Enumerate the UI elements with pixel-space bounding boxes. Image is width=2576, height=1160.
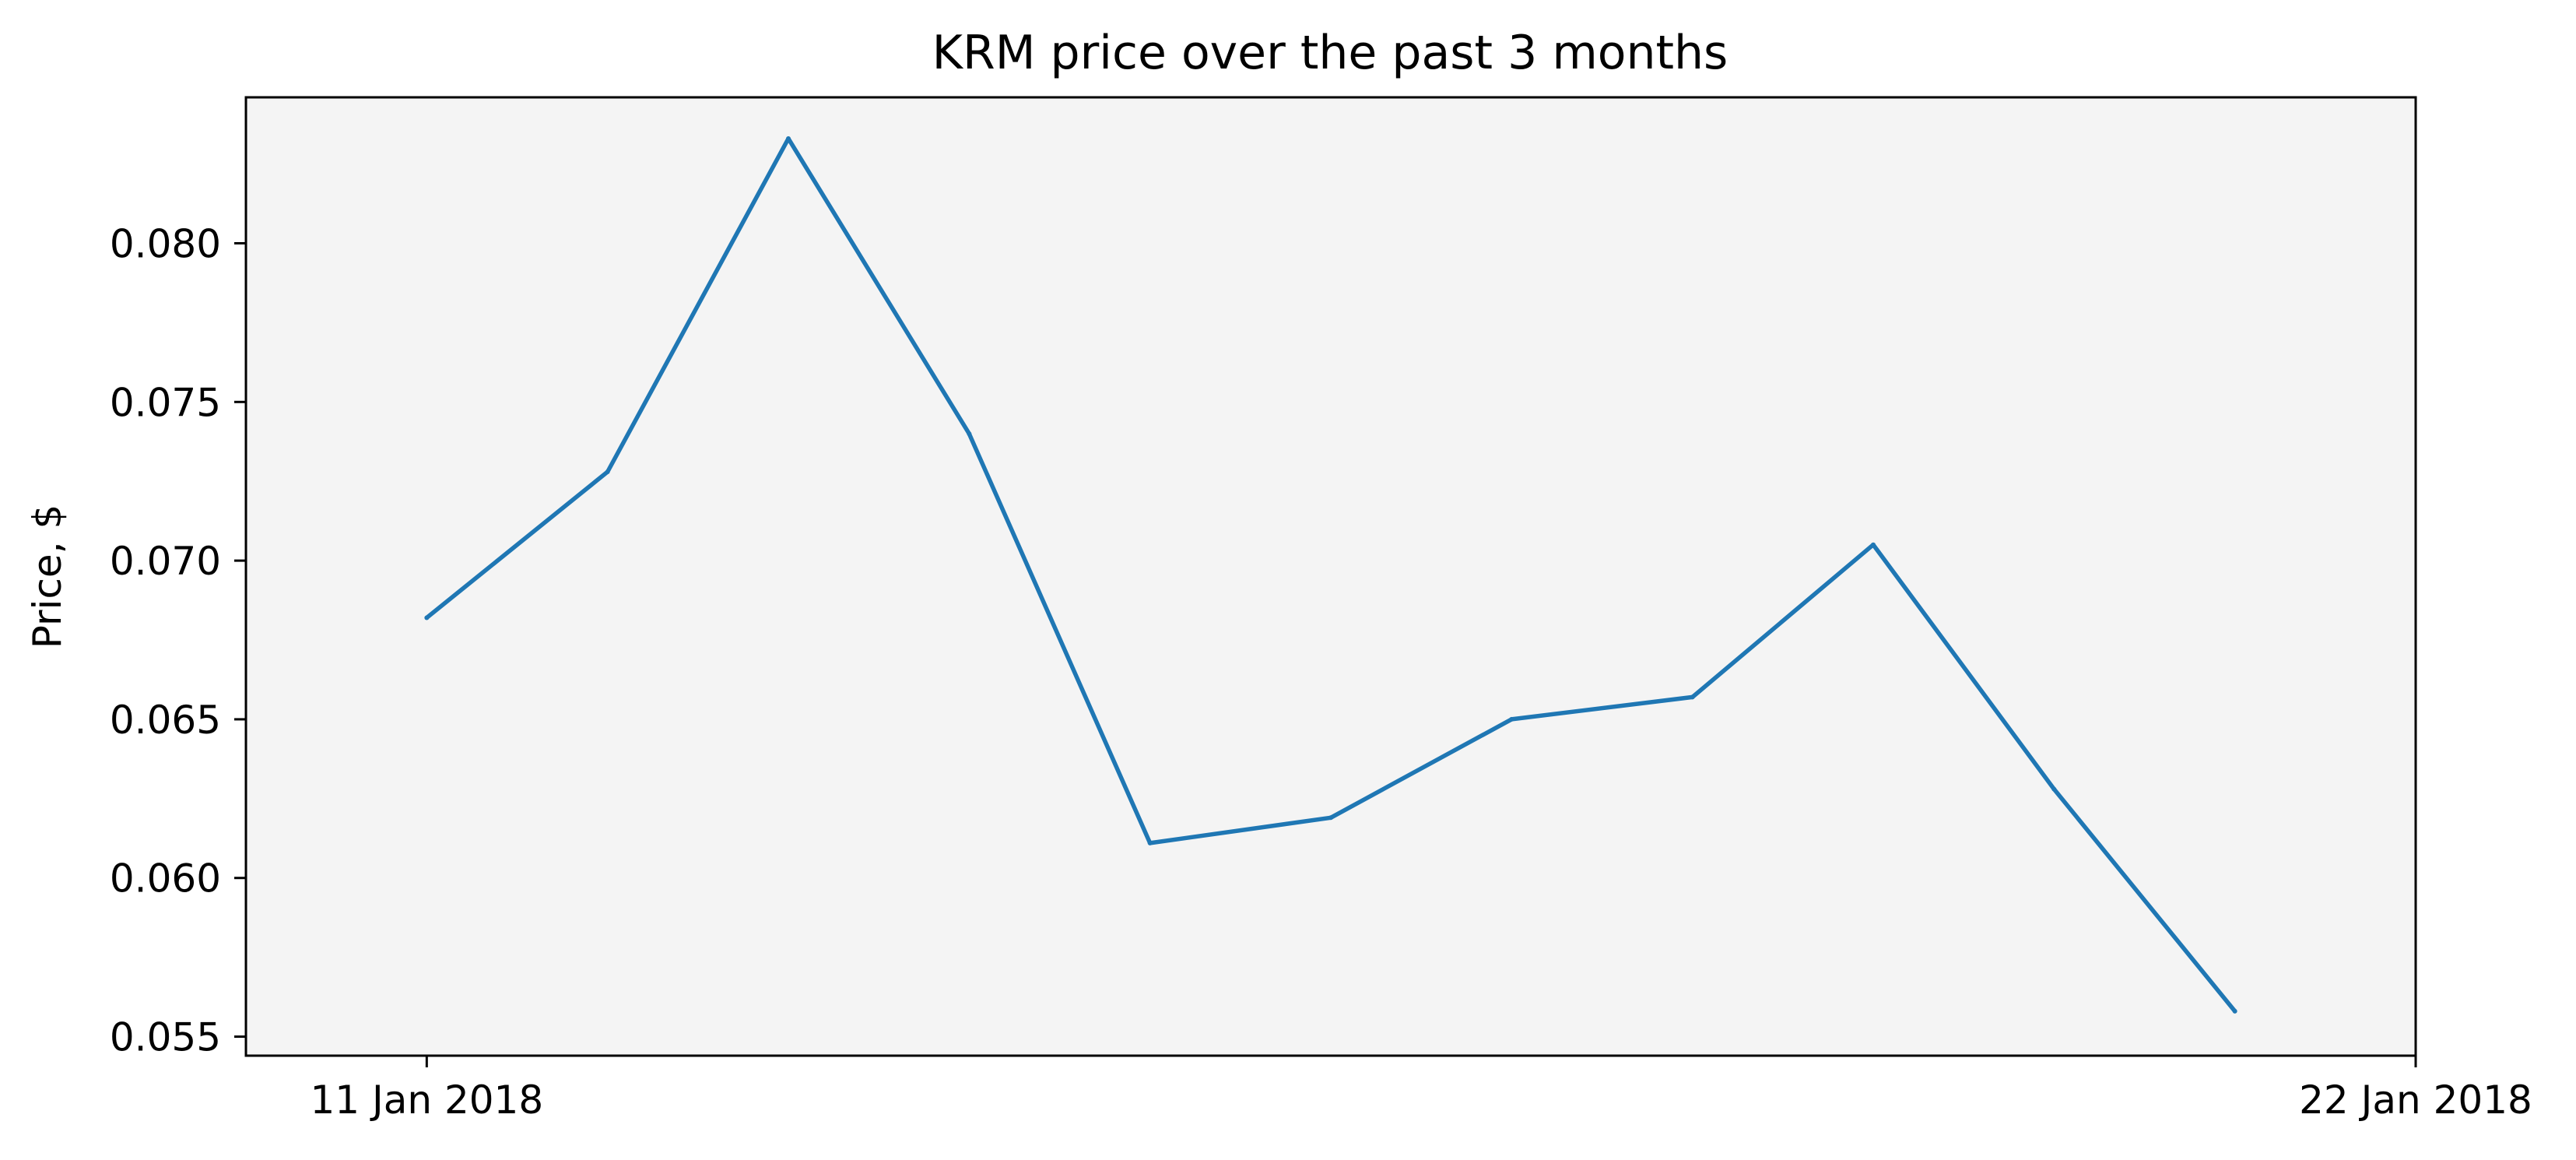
y-tick-label: 0.055 [110, 1015, 221, 1060]
y-tick-label: 0.065 [110, 698, 221, 743]
y-axis-label: Price, $ [25, 504, 70, 649]
chart-title: KRM price over the past 3 months [932, 26, 1728, 80]
x-tick-label: 11 Jan 2018 [310, 1077, 543, 1123]
data-point [424, 615, 430, 620]
data-points [424, 135, 2237, 1014]
x-tick-label: 22 Jan 2018 [2299, 1077, 2532, 1123]
y-axis-ticks: 0.055 0.060 0.065 0.070 0.075 0.080 [110, 222, 246, 1060]
data-point [967, 431, 972, 437]
data-point [2232, 1008, 2237, 1014]
x-axis-ticks: 11 Jan 2018 22 Jan 2018 [310, 1056, 2532, 1123]
plot-area [246, 97, 2416, 1056]
plot-frame [244, 96, 2417, 1057]
data-point [2051, 786, 2057, 792]
data-point [1690, 694, 1695, 700]
y-tick-label: 0.070 [110, 539, 221, 584]
data-point [1509, 716, 1514, 722]
data-point [1871, 542, 1876, 547]
data-point [786, 135, 791, 141]
y-tick-label: 0.075 [110, 380, 221, 425]
y-tick-label: 0.080 [110, 222, 221, 267]
data-point [1328, 815, 1333, 821]
data-point [605, 469, 610, 474]
data-point [1147, 840, 1153, 845]
y-tick-label: 0.060 [110, 856, 221, 902]
